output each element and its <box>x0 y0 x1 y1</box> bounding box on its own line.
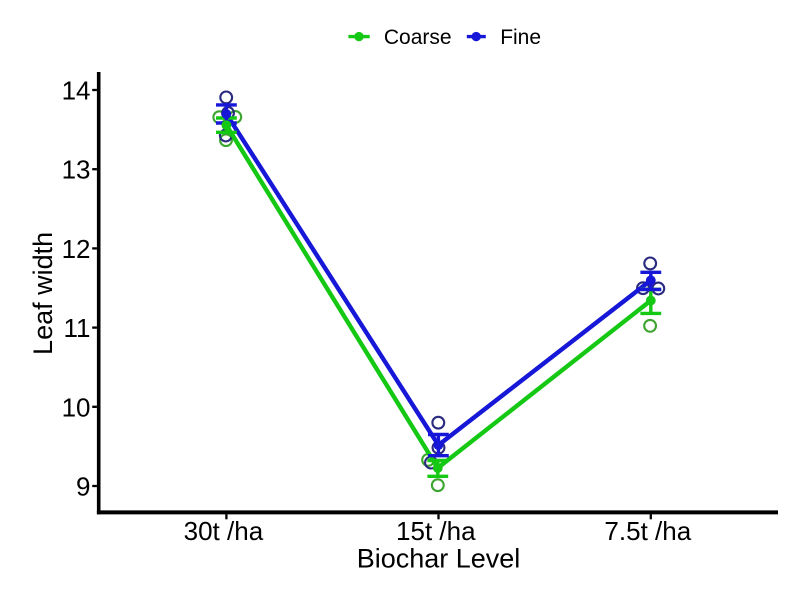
svg-text:Biochar Level: Biochar Level <box>357 544 521 574</box>
svg-text:10: 10 <box>62 392 91 422</box>
svg-text:15t /ha: 15t /ha <box>396 516 476 546</box>
svg-text:Fine: Fine <box>500 26 541 49</box>
svg-text:Coarse: Coarse <box>384 26 452 49</box>
svg-text:9: 9 <box>76 472 90 502</box>
svg-text:30t /ha: 30t /ha <box>184 516 264 546</box>
svg-text:14: 14 <box>62 76 91 106</box>
svg-text:7.5t /ha: 7.5t /ha <box>604 516 691 546</box>
svg-text:13: 13 <box>62 155 91 185</box>
svg-text:11: 11 <box>64 313 91 343</box>
svg-text:Leaf width: Leaf width <box>28 232 58 355</box>
svg-text:12: 12 <box>62 234 91 264</box>
